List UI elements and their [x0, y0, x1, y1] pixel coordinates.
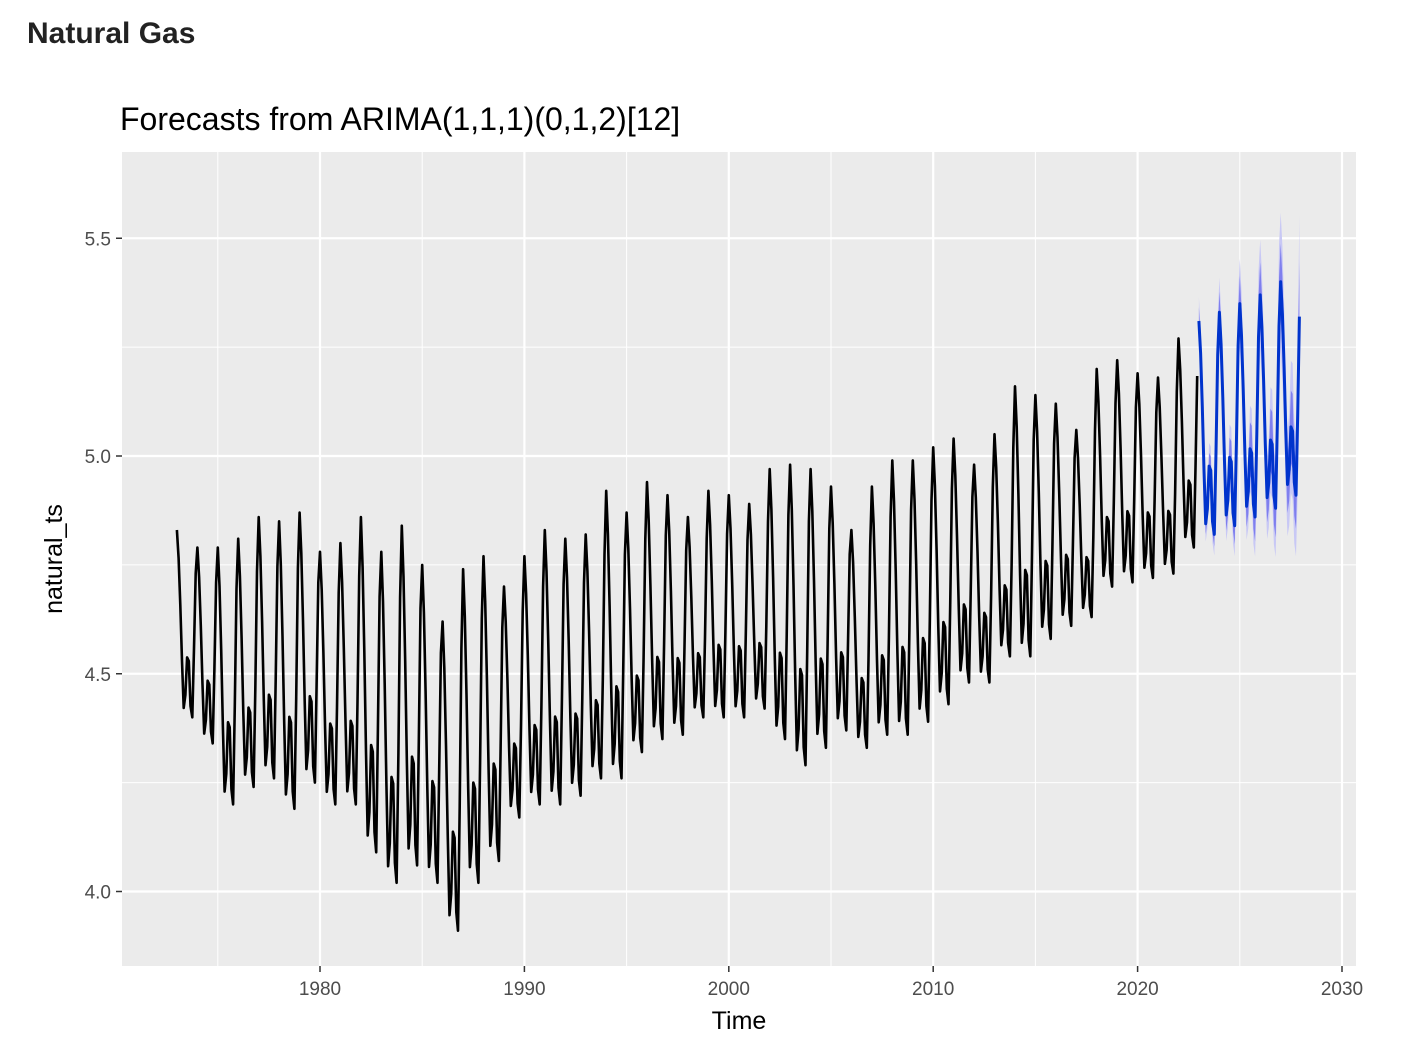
x-axis-title: Time [712, 1007, 767, 1035]
x-tick-label: 1980 [299, 979, 341, 1000]
chart-title: Forecasts from ARIMA(1,1,1)(0,1,2)[12] [120, 101, 680, 137]
forecast-series-line [1197, 280, 1301, 536]
historical-series-line [175, 337, 1199, 932]
y-tick-label: 4.0 [85, 883, 111, 904]
y-tick-label: 5.5 [85, 229, 111, 250]
x-tick-label: 1990 [503, 979, 545, 1000]
x-tick-label: 2010 [912, 979, 954, 1000]
x-tick-label: 2020 [1116, 979, 1158, 1000]
y-tick-label: 4.5 [85, 665, 111, 686]
y-tick-label: 5.0 [85, 447, 111, 468]
x-tick-label: 2030 [1321, 979, 1363, 1000]
page-title: Natural Gas [27, 17, 195, 50]
series-lines [175, 280, 1301, 932]
x-tick-label: 2000 [708, 979, 750, 1000]
axes: 1980 1990 2000 2010 2020 2030 4.0 4.5 5.0 5.5 [85, 229, 1364, 1000]
y-axis-title: natural_ts [40, 504, 68, 614]
